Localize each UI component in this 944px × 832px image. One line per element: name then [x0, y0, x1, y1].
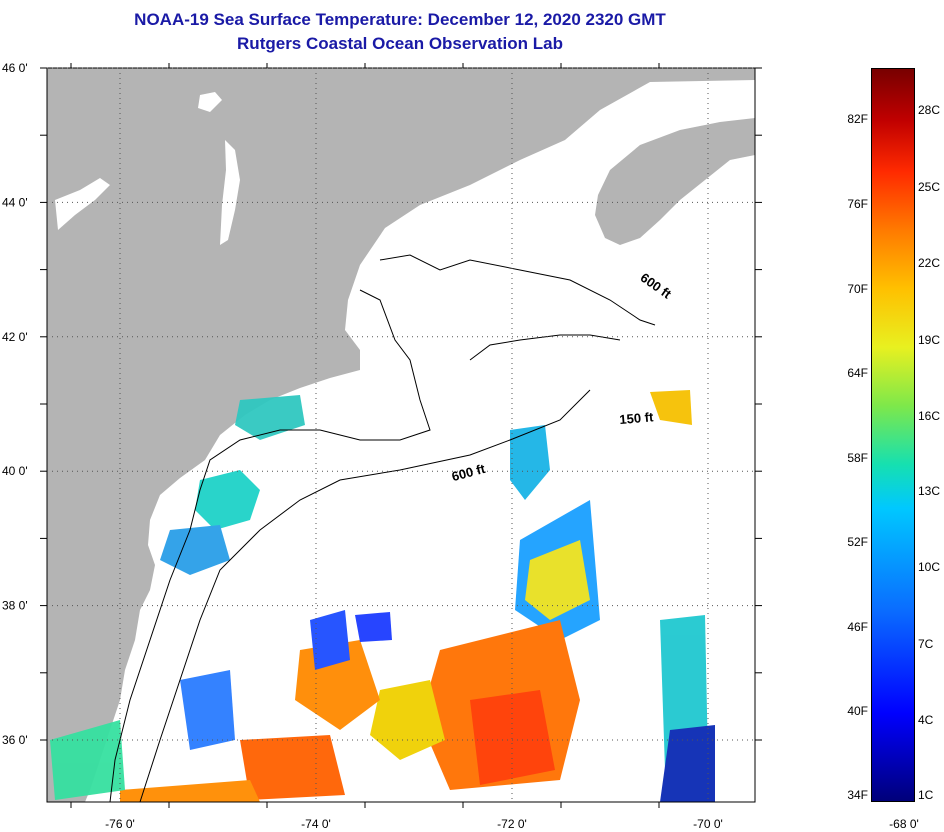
- colorbar-fahrenheit-label: 82F: [847, 112, 868, 126]
- longitude-label: -70 0': [693, 817, 723, 831]
- colorbar-celsius-label: 22C: [918, 256, 941, 270]
- sst-patches: [50, 390, 715, 802]
- map-frame: [46, 67, 756, 803]
- colorbar-celsius-label: 25C: [918, 180, 941, 194]
- map-ticks: [40, 63, 762, 808]
- longitude-label: -74 0': [301, 817, 331, 831]
- colorbar-fahrenheit-label: 70F: [847, 282, 868, 296]
- longitude-label: -76 0': [105, 817, 135, 831]
- map-subtitle: Rutgers Coastal Ocean Observation Lab: [237, 34, 563, 53]
- colorbar-fahrenheit-label: 58F: [847, 451, 868, 465]
- colorbar-fahrenheit-label: 64F: [847, 366, 868, 380]
- colorbar-celsius-label: 1C: [918, 788, 934, 802]
- colorbar-fahrenheit-label: 52F: [847, 535, 868, 549]
- map-area: [47, 68, 755, 802]
- latitude-label: 38 0': [2, 599, 28, 613]
- latitude-labels: 46 0' 44 0' 42 0' 40 0' 38 0' 36 0': [2, 61, 28, 747]
- map-title: NOAA-19 Sea Surface Temperature: Decembe…: [134, 10, 666, 29]
- lake: [220, 140, 240, 245]
- colorbar-celsius-label: 16C: [918, 409, 941, 423]
- longitude-label: -72 0': [497, 817, 527, 831]
- colorbar-celsius-label: 13C: [918, 484, 941, 498]
- longitude-labels: -76 0'-74 0'-72 0'-70 0'-68 0'-66 0'-64 …: [105, 817, 919, 831]
- latitude-label: 44 0': [2, 195, 28, 209]
- lake: [198, 92, 222, 112]
- latitude-label: 40 0': [2, 464, 28, 478]
- colorbar-celsius-label: 7C: [918, 637, 934, 651]
- latitude-label: 46 0': [2, 61, 28, 75]
- contour-label: 150 ft: [619, 409, 655, 427]
- color-scale-bar: [871, 68, 915, 802]
- latitude-label: 36 0': [2, 733, 28, 747]
- colorbar-fahrenheit-label: 34F: [847, 788, 868, 802]
- colorbar-celsius-label: 4C: [918, 713, 934, 727]
- land-us-east-coast: [47, 68, 755, 802]
- colorbar-celsius-label: 28C: [918, 103, 941, 117]
- longitude-label: -68 0': [889, 817, 919, 831]
- latitude-label: 42 0': [2, 330, 28, 344]
- colorbar-fahrenheit-label: 76F: [847, 197, 868, 211]
- bathymetry-contours: [109, 254, 656, 802]
- map-grid: [47, 67, 905, 802]
- lake: [55, 178, 110, 230]
- colorbar-celsius-label: 19C: [918, 333, 941, 347]
- land-nova-scotia: [595, 118, 755, 245]
- colorbar-fahrenheit-label: 40F: [847, 704, 868, 718]
- colorbar-celsius-label: 10C: [918, 560, 941, 574]
- colorbar-fahrenheit-label: 46F: [847, 620, 868, 634]
